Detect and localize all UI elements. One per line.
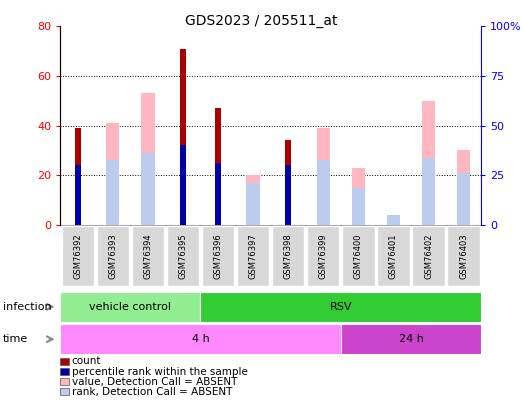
Text: percentile rank within the sample: percentile rank within the sample — [72, 367, 247, 377]
Bar — [237, 226, 269, 286]
Text: GSM76400: GSM76400 — [354, 233, 363, 279]
Text: GSM76397: GSM76397 — [248, 233, 258, 279]
Bar — [215, 108, 221, 225]
Bar — [200, 292, 481, 322]
Bar — [422, 158, 435, 225]
Bar — [351, 168, 365, 225]
Bar — [62, 226, 94, 286]
Text: value, Detection Call = ABSENT: value, Detection Call = ABSENT — [72, 377, 237, 387]
Bar — [215, 163, 221, 225]
Bar — [106, 160, 119, 225]
Bar — [60, 324, 341, 354]
Bar — [246, 175, 260, 225]
Text: rank, Detection Call = ABSENT: rank, Detection Call = ABSENT — [72, 387, 232, 397]
Bar — [342, 226, 374, 286]
Text: infection: infection — [3, 302, 51, 312]
Bar — [272, 226, 304, 286]
Bar — [246, 183, 260, 225]
Text: GSM76403: GSM76403 — [459, 233, 468, 279]
Bar — [448, 226, 480, 286]
Bar — [341, 324, 481, 354]
Bar — [141, 93, 154, 225]
Text: GSM76395: GSM76395 — [178, 233, 187, 279]
Text: time: time — [3, 334, 28, 344]
Bar — [132, 226, 164, 286]
Bar — [60, 292, 200, 322]
Bar — [141, 153, 154, 225]
Bar — [413, 226, 445, 286]
Text: 24 h: 24 h — [399, 334, 424, 344]
Bar — [180, 49, 186, 225]
Bar — [351, 188, 365, 225]
Bar — [285, 141, 291, 225]
Text: vehicle control: vehicle control — [89, 302, 172, 312]
Text: GSM76396: GSM76396 — [213, 233, 222, 279]
Bar — [285, 165, 291, 225]
Bar — [457, 150, 470, 225]
Text: GSM76402: GSM76402 — [424, 233, 433, 279]
Text: GSM76399: GSM76399 — [319, 233, 328, 279]
Bar — [167, 226, 199, 286]
Bar — [75, 165, 81, 225]
Text: GDS2023 / 205511_at: GDS2023 / 205511_at — [185, 14, 338, 28]
Bar — [377, 226, 410, 286]
Bar — [457, 173, 470, 225]
Bar — [180, 145, 186, 225]
Bar — [422, 101, 435, 225]
Bar — [202, 226, 234, 286]
Text: GSM76398: GSM76398 — [283, 233, 293, 279]
Bar — [316, 128, 330, 225]
Text: RSV: RSV — [329, 302, 352, 312]
Bar — [97, 226, 129, 286]
Text: 4 h: 4 h — [191, 334, 209, 344]
Bar — [316, 160, 330, 225]
Text: GSM76392: GSM76392 — [73, 233, 82, 279]
Text: GSM76401: GSM76401 — [389, 233, 398, 279]
Text: count: count — [72, 356, 101, 367]
Text: GSM76394: GSM76394 — [143, 233, 152, 279]
Text: GSM76393: GSM76393 — [108, 233, 117, 279]
Bar — [387, 215, 400, 225]
Bar — [75, 128, 81, 225]
Bar — [307, 226, 339, 286]
Bar — [106, 123, 119, 225]
